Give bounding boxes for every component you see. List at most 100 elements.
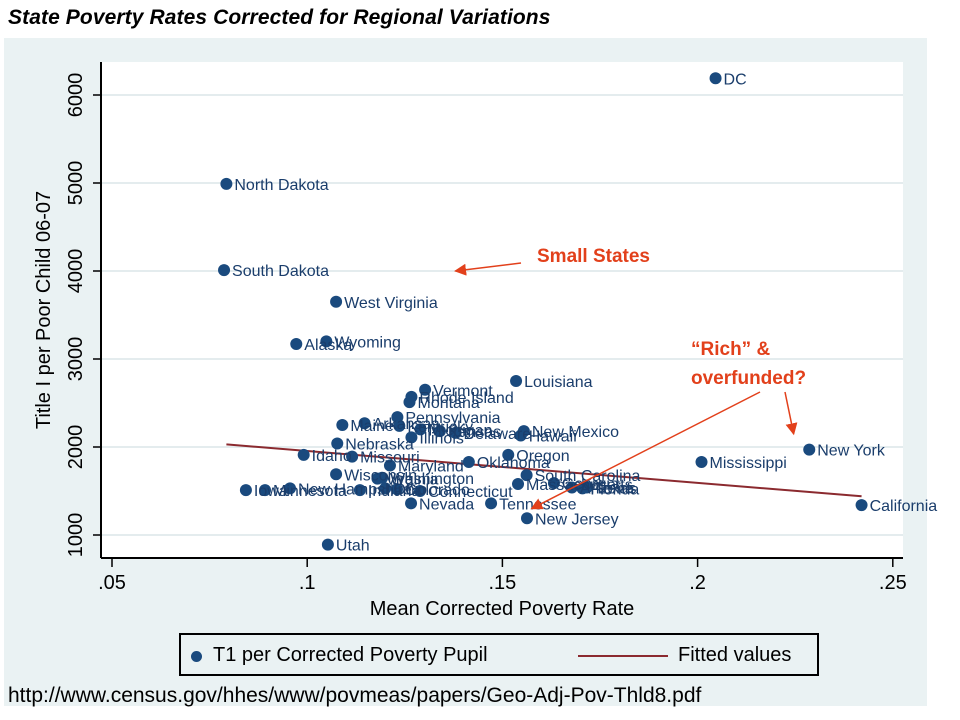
fitted-line-group xyxy=(226,443,862,498)
plot-area xyxy=(101,62,903,558)
data-point xyxy=(512,477,525,490)
point-label: Nebraska xyxy=(345,436,414,453)
annotation-arrow xyxy=(530,391,761,510)
data-point xyxy=(218,264,231,277)
point-label: Ohio xyxy=(393,481,427,498)
data-point xyxy=(371,472,384,485)
data-point xyxy=(330,468,343,481)
point-label: Minnesota xyxy=(273,483,347,500)
point-label: West Virginia xyxy=(344,295,438,312)
point-label: New Hampshire xyxy=(298,481,412,498)
data-point xyxy=(419,383,432,396)
data-point xyxy=(695,455,708,468)
point-label: North Dakota xyxy=(234,177,328,194)
point-label: Oklahoma xyxy=(477,455,550,472)
point-label: Arkansas xyxy=(373,416,440,433)
x-tick-label: .15 xyxy=(488,572,516,594)
point-label: Mississippi xyxy=(710,455,787,472)
data-point xyxy=(855,499,868,512)
data-point xyxy=(510,375,523,387)
point-label: Louisiana xyxy=(524,374,593,391)
x-tick-label: .05 xyxy=(98,572,126,594)
point-label: Kentucky xyxy=(407,419,473,436)
data-point xyxy=(290,338,303,351)
point-label: Virginia xyxy=(385,472,438,489)
point-label: Alaska xyxy=(304,337,352,354)
point-label: Massachusetts xyxy=(526,477,633,494)
point-label: Idaho xyxy=(312,448,352,465)
annotation-rich-line2: overfunded? xyxy=(691,368,806,389)
data-point xyxy=(321,538,334,551)
point-label: Michigan xyxy=(428,422,492,439)
point-label: Washington xyxy=(390,471,474,488)
data-point xyxy=(709,72,722,85)
y-tick-label: 6000 xyxy=(65,73,87,118)
point-label: Georgia xyxy=(562,476,619,493)
data-point xyxy=(320,335,333,348)
chart-title: State Poverty Rates Corrected for Region… xyxy=(8,6,551,29)
y-tick-label: 5000 xyxy=(65,161,87,206)
point-label: New Jersey xyxy=(535,511,619,528)
x-tick-label: .2 xyxy=(689,572,706,594)
point-label: Kansas xyxy=(448,424,501,441)
point-label: Wisconsin xyxy=(344,467,417,484)
point-labels: DC North Dakota South Dakota West Virginia W… xyxy=(232,71,937,554)
data-point xyxy=(502,448,515,461)
data-point xyxy=(259,484,272,497)
legend-item-points: T1 per Corrected Poverty Pupil xyxy=(213,644,488,666)
point-label: Vermont xyxy=(433,383,493,400)
point-label: Nevada xyxy=(419,496,474,513)
legend-marker-icon xyxy=(191,651,202,662)
annotation-arrow xyxy=(784,391,798,436)
y-ticks: 1000 2000 3000 4000 5000 6000 xyxy=(65,73,101,558)
point-label: Pennsylvania xyxy=(405,410,500,427)
point-label: California xyxy=(870,498,938,515)
point-label: Illinois xyxy=(419,430,463,447)
data-point xyxy=(390,483,403,496)
annotations: Small States “Rich” & overfunded? xyxy=(454,246,806,510)
data-point xyxy=(462,455,475,468)
data-point xyxy=(336,419,349,431)
data-points xyxy=(218,72,868,551)
data-point xyxy=(330,295,343,308)
point-label: Utah xyxy=(336,538,370,555)
data-point xyxy=(520,469,533,482)
point-label: Connecticut xyxy=(428,484,513,501)
x-tick-label: .25 xyxy=(879,572,907,594)
data-point xyxy=(405,431,418,444)
data-point xyxy=(520,512,533,525)
data-point xyxy=(393,419,406,432)
point-label: Missouri xyxy=(360,450,420,467)
y-tick-label: 2000 xyxy=(65,425,87,470)
legend-item-fitted: Fitted values xyxy=(678,644,792,666)
data-point xyxy=(414,423,427,436)
point-label: Texas xyxy=(595,480,637,497)
data-point xyxy=(547,477,560,490)
point-label: Rhode Island xyxy=(419,390,513,407)
point-label: Montana xyxy=(417,395,479,412)
y-tick-label: 1000 xyxy=(65,513,87,558)
data-point xyxy=(514,429,527,442)
data-point xyxy=(405,497,418,510)
annotation-arrow xyxy=(454,262,522,276)
annotation-small-states: Small States xyxy=(537,246,650,267)
data-point xyxy=(803,443,816,456)
y-axis-label: Title I per Poor Child 06-07 xyxy=(33,191,55,429)
data-point xyxy=(433,425,446,438)
point-label: South Carolina xyxy=(535,468,641,485)
legend-line-icon xyxy=(578,655,668,657)
point-label: South Dakota xyxy=(232,263,329,280)
x-ticks: .05 .1 .15 .2 .25 xyxy=(98,558,907,594)
point-label: Oregon xyxy=(516,448,569,465)
point-label: Indiana xyxy=(368,483,421,500)
point-label: Florida xyxy=(590,481,639,498)
annotation-rich-line1: “Rich” & xyxy=(691,339,770,360)
point-label: Colorado xyxy=(405,482,470,499)
point-label: DC xyxy=(724,71,747,88)
x-tick-label: .1 xyxy=(299,572,316,594)
data-point xyxy=(383,459,396,472)
data-point xyxy=(297,448,310,461)
point-label: Wyoming xyxy=(334,334,401,351)
source-url: http://www.census.gov/hhes/www/povmeas/p… xyxy=(8,684,702,707)
